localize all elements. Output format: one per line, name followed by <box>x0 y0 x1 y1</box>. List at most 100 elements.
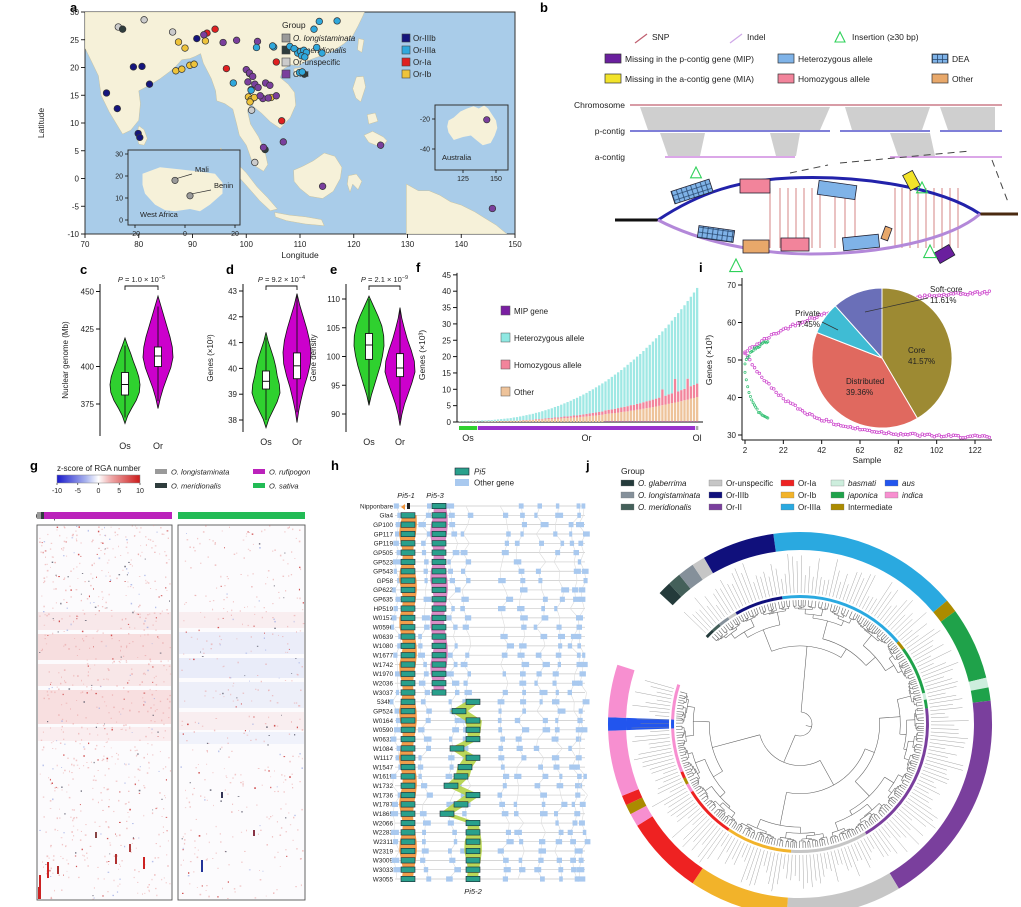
svg-text:GP523: GP523 <box>373 559 393 566</box>
svg-text:42: 42 <box>817 446 826 455</box>
svg-text:50: 50 <box>727 356 736 365</box>
svg-text:W3055: W3055 <box>373 876 394 883</box>
svg-text:W1970: W1970 <box>373 671 394 678</box>
svg-text:Or: Or <box>395 437 405 447</box>
svg-text:GP543: GP543 <box>373 569 393 576</box>
svg-text:Or-Ia: Or-Ia <box>798 479 817 488</box>
pi5-legend: Pi5 Other gene <box>454 468 515 488</box>
svg-text:O. rufipogon: O. rufipogon <box>269 468 310 477</box>
panel-c-violin-canvas: 375 400 425 450 Nuclear genome (Mb) Os Or P = 1… <box>61 275 174 451</box>
map-inset-australia-land <box>447 105 498 146</box>
pvalue-c: P = 1.0 × 10−5 <box>118 275 165 284</box>
svg-text:Missing in the a-contig gene (: Missing in the a-contig gene (MIA) <box>625 74 754 84</box>
panel-letter-e: e <box>330 262 338 277</box>
svg-text:O. meridionalis: O. meridionalis <box>171 482 221 491</box>
svg-text:GP622: GP622 <box>373 587 393 594</box>
panel-d-violin-canvas: 38 39 40 41 42 43 Genes (×10³) Os Or P = 9.2 × 10… <box>206 275 312 447</box>
svg-text:-10: -10 <box>67 230 79 239</box>
svg-text:Benin: Benin <box>214 181 233 190</box>
svg-text:Or-unspecific: Or-unspecific <box>726 479 773 488</box>
svg-text:0: 0 <box>97 488 101 495</box>
svg-text:GP58: GP58 <box>377 578 394 585</box>
svg-text:W0632: W0632 <box>373 736 394 743</box>
svg-text:30: 30 <box>442 320 451 329</box>
pi5-gene-boxes <box>400 502 481 882</box>
svg-text:O. longistaminata: O. longistaminata <box>638 491 701 500</box>
svg-text:375: 375 <box>81 400 95 409</box>
map-inset-west-africa: 30 20 10 0 -20 0 20 Mali Benin West Africa <box>115 149 241 238</box>
svg-text:Missing in the p-contig gene (: Missing in the p-contig gene (MIP) <box>625 54 754 64</box>
panel-letter-j: j <box>586 458 590 473</box>
svg-text:150: 150 <box>490 176 502 183</box>
svg-text:-10: -10 <box>52 488 62 495</box>
svg-text:10: 10 <box>70 119 79 128</box>
svg-text:Nipponbare: Nipponbare <box>360 503 393 510</box>
svg-text:30: 30 <box>70 8 79 17</box>
svg-text:70: 70 <box>727 281 736 290</box>
panel-letter-a: a <box>70 0 78 15</box>
svg-text:80: 80 <box>134 240 143 249</box>
tree-legend: Group O. glaberrima O. longistaminata O. me… <box>620 466 923 512</box>
svg-text:DEA: DEA <box>952 54 970 64</box>
svg-text:Or-II: Or-II <box>726 503 742 512</box>
svg-text:40: 40 <box>442 287 451 296</box>
tree-tip-labels <box>631 554 969 892</box>
panel-letter-g: g <box>30 458 38 473</box>
row-label-chromosome: Chromosome <box>574 100 625 110</box>
svg-text:W0164: W0164 <box>373 718 394 725</box>
svg-text:Os: Os <box>260 437 272 447</box>
bars-ylabel: Genes (×10³) <box>417 330 427 380</box>
svg-text:35: 35 <box>442 304 451 313</box>
bars-legend: MIP gene Heterozygous allele Homozygous al… <box>500 305 585 397</box>
svg-text:0: 0 <box>183 231 187 238</box>
svg-text:Os: Os <box>462 433 474 443</box>
svg-text:130: 130 <box>401 240 415 249</box>
svg-text:HP519: HP519 <box>373 606 393 613</box>
svg-text:Pi5-2: Pi5-2 <box>464 887 482 896</box>
svg-text:W1865: W1865 <box>373 811 394 818</box>
svg-text:102: 102 <box>930 446 944 455</box>
svg-text:Other: Other <box>514 388 534 397</box>
pi5-bottom-label: Pi5-2 <box>464 887 482 896</box>
panel-h-genestructure-canvas: Pi5 Other gene Pi5-1 Pi5-3 Nipponbare Gla4 GP1… <box>360 468 591 896</box>
map-inset-west-africa-title: West Africa <box>140 210 179 219</box>
svg-text:Or-Ib: Or-Ib <box>798 491 817 500</box>
svg-text:W2036: W2036 <box>373 680 394 687</box>
svg-text:Or: Or <box>153 441 163 451</box>
svg-text:Or: Or <box>292 437 302 447</box>
svg-text:Os: Os <box>363 437 375 447</box>
svg-text:Other gene: Other gene <box>474 479 515 488</box>
svg-text:Intermediate: Intermediate <box>848 503 893 512</box>
rga-group-bars <box>37 512 305 519</box>
svg-text:450: 450 <box>81 288 95 297</box>
svg-text:Pi5: Pi5 <box>474 468 486 477</box>
svg-text:GP100: GP100 <box>373 522 393 529</box>
svg-text:38: 38 <box>228 416 237 425</box>
svg-text:Homozygous allele: Homozygous allele <box>798 74 870 84</box>
svg-text:O. sativa: O. sativa <box>269 482 299 491</box>
svg-text:110: 110 <box>294 240 307 249</box>
svg-text:Or-IIIa: Or-IIIa <box>413 46 436 55</box>
svg-text:62: 62 <box>856 446 865 455</box>
svg-text:W1084: W1084 <box>373 746 394 753</box>
svg-text:40: 40 <box>228 364 237 373</box>
svg-text:O. longistaminata: O. longistaminata <box>171 468 229 477</box>
svg-text:25: 25 <box>70 36 79 45</box>
svg-text:Indel: Indel <box>747 32 766 42</box>
svg-text:90: 90 <box>331 410 340 419</box>
svg-text:Core: Core <box>908 346 926 355</box>
svg-text:W3033: W3033 <box>373 867 394 874</box>
svg-text:20: 20 <box>70 64 79 73</box>
svg-text:10: 10 <box>136 488 144 495</box>
panel-g-heatmap-canvas: z-score of RGA number -10 -5 0 5 10 O. longist… <box>36 464 310 901</box>
rga-species-legend: O. longistaminata O. meridionalis O. rufip… <box>155 468 310 491</box>
svg-text:W3009: W3009 <box>373 858 394 865</box>
svg-text:2: 2 <box>743 446 748 455</box>
svg-text:Pi5-1: Pi5-1 <box>397 491 415 500</box>
contig-lens-diagram <box>615 165 1018 273</box>
svg-text:425: 425 <box>81 325 95 334</box>
map-ylabel: Latitude <box>36 108 46 139</box>
panel-b-diagram-canvas: SNP Indel Insertion (≥30 bp) Missing in the… <box>574 30 1018 273</box>
